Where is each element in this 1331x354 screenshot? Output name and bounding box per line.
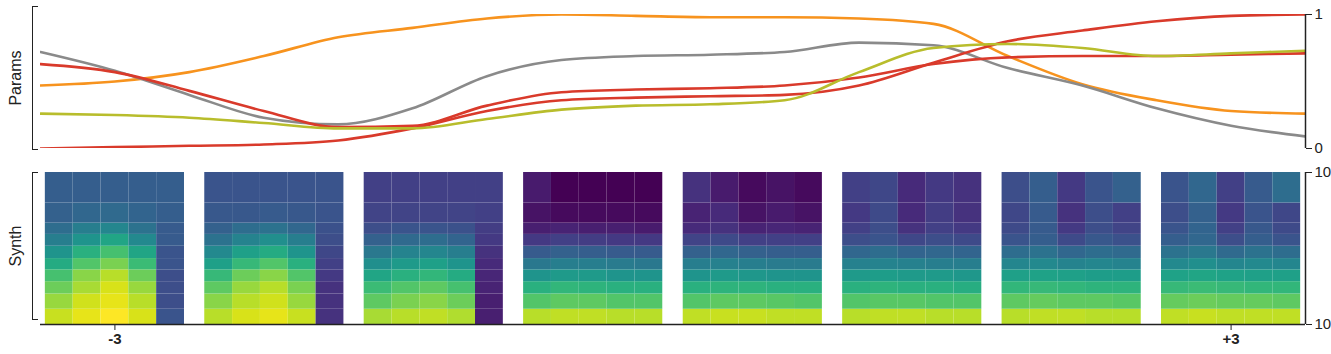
html-text:Params: Params — [7, 50, 24, 106]
svg-text:+3: +3 — [1223, 330, 1240, 347]
svg-text:0: 0 — [1315, 139, 1323, 156]
svg-text:-3: -3 — [108, 330, 121, 347]
svg-text:1: 1 — [1315, 5, 1323, 22]
svg-text:10¹: 10¹ — [1315, 315, 1331, 332]
svg-text:10⁴: 10⁴ — [1315, 163, 1331, 180]
html-text:Synth: Synth — [7, 225, 24, 267]
